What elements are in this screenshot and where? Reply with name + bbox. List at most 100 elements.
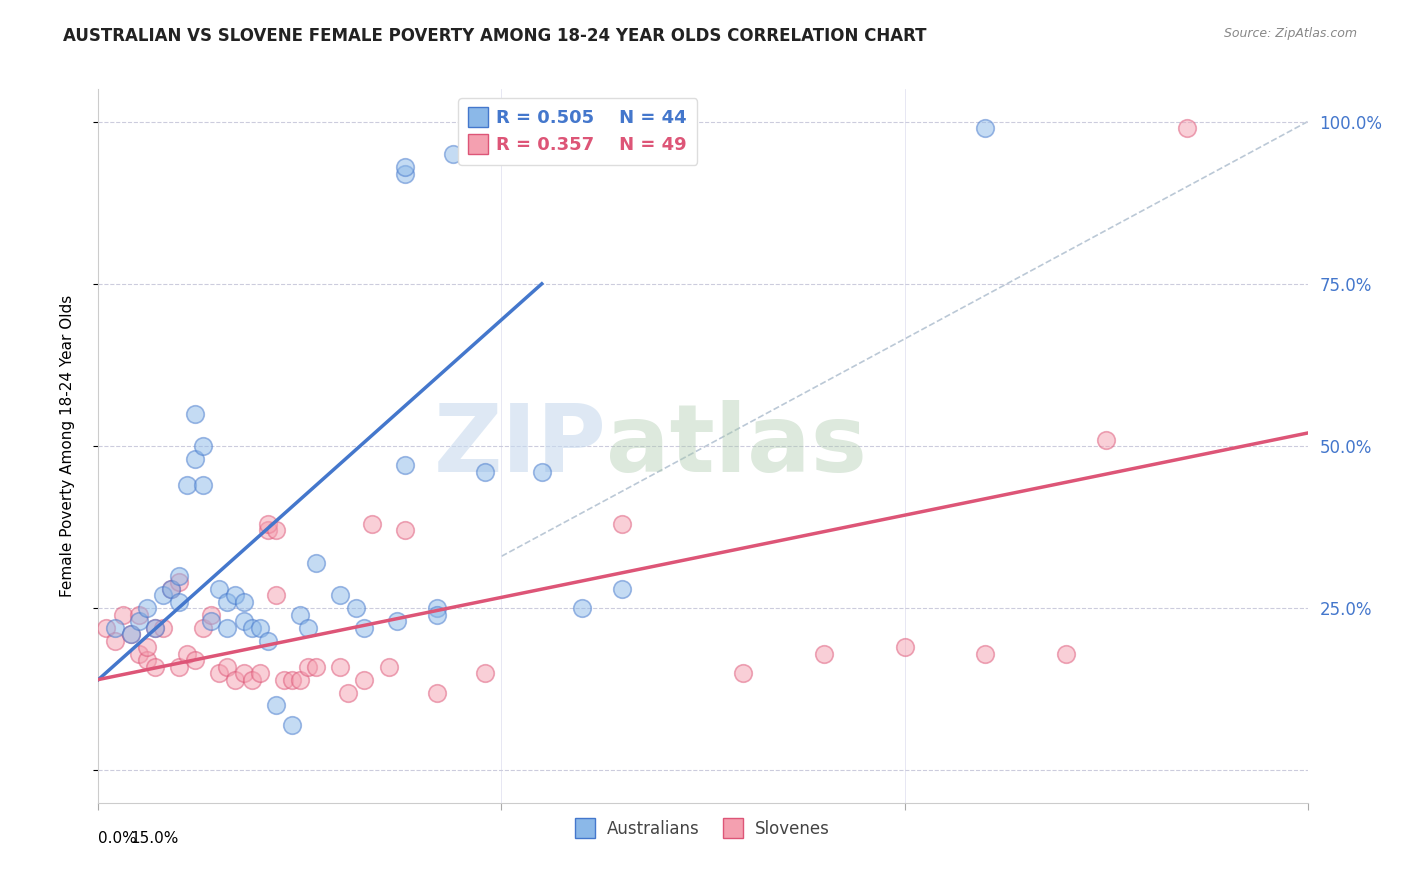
Point: [394, 524, 416, 538]
Point: [474, 465, 496, 479]
Point: [224, 673, 246, 687]
Point: [240, 621, 263, 635]
Point: [103, 633, 125, 648]
Point: [612, 582, 634, 596]
Point: [111, 607, 134, 622]
Point: [288, 607, 311, 622]
Point: [264, 698, 287, 713]
Text: atlas: atlas: [606, 400, 868, 492]
Point: [176, 647, 198, 661]
Point: [344, 601, 367, 615]
Point: [167, 595, 190, 609]
Point: [893, 640, 915, 654]
Text: 15.0%: 15.0%: [131, 831, 179, 847]
Point: [329, 588, 352, 602]
Text: AUSTRALIAN VS SLOVENE FEMALE POVERTY AMONG 18-24 YEAR OLDS CORRELATION CHART: AUSTRALIAN VS SLOVENE FEMALE POVERTY AMO…: [63, 27, 927, 45]
Point: [135, 653, 157, 667]
Point: [571, 601, 593, 615]
Point: [426, 685, 449, 699]
Point: [426, 601, 449, 615]
Point: [361, 516, 384, 531]
Text: Source: ZipAtlas.com: Source: ZipAtlas.com: [1223, 27, 1357, 40]
Point: [1054, 647, 1077, 661]
Point: [232, 595, 254, 609]
Point: [184, 407, 207, 421]
Point: [143, 659, 166, 673]
Point: [297, 621, 319, 635]
Point: [120, 627, 142, 641]
Point: [217, 621, 239, 635]
Point: [305, 659, 328, 673]
Point: [184, 452, 207, 467]
Point: [249, 621, 271, 635]
Point: [273, 673, 295, 687]
Point: [305, 556, 328, 570]
Point: [143, 621, 166, 635]
Point: [733, 666, 755, 681]
Point: [193, 478, 215, 492]
Point: [103, 621, 125, 635]
Point: [264, 524, 287, 538]
Point: [353, 673, 375, 687]
Point: [184, 653, 207, 667]
Point: [128, 614, 150, 628]
Point: [96, 621, 118, 635]
Point: [337, 685, 360, 699]
Point: [813, 647, 835, 661]
Point: [160, 582, 183, 596]
Point: [394, 458, 416, 473]
Y-axis label: Female Poverty Among 18-24 Year Olds: Female Poverty Among 18-24 Year Olds: [60, 295, 75, 597]
Point: [128, 647, 150, 661]
Point: [167, 568, 190, 582]
Point: [135, 601, 157, 615]
Point: [224, 588, 246, 602]
Point: [1095, 433, 1118, 447]
Point: [385, 614, 408, 628]
Point: [152, 588, 174, 602]
Point: [128, 607, 150, 622]
Point: [232, 614, 254, 628]
Point: [256, 516, 278, 531]
Point: [232, 666, 254, 681]
Point: [200, 614, 222, 628]
Point: [288, 673, 311, 687]
Point: [353, 621, 375, 635]
Point: [143, 621, 166, 635]
Point: [217, 659, 239, 673]
Legend: Australians, Slovenes: Australians, Slovenes: [569, 814, 837, 845]
Point: [256, 633, 278, 648]
Point: [193, 621, 215, 635]
Point: [426, 607, 449, 622]
Point: [208, 666, 231, 681]
Point: [200, 607, 222, 622]
Text: 0.0%: 0.0%: [98, 831, 138, 847]
Point: [394, 160, 416, 174]
Point: [249, 666, 271, 681]
Point: [974, 647, 997, 661]
Point: [394, 167, 416, 181]
Point: [176, 478, 198, 492]
Point: [281, 673, 304, 687]
Point: [152, 621, 174, 635]
Point: [530, 465, 553, 479]
Point: [974, 121, 997, 136]
Point: [297, 659, 319, 673]
Point: [329, 659, 352, 673]
Point: [612, 516, 634, 531]
Point: [256, 524, 278, 538]
Point: [240, 673, 263, 687]
Point: [208, 582, 231, 596]
Point: [377, 659, 399, 673]
Point: [441, 147, 464, 161]
Point: [193, 439, 215, 453]
Point: [167, 659, 190, 673]
Point: [217, 595, 239, 609]
Point: [167, 575, 190, 590]
Point: [264, 588, 287, 602]
Point: [120, 627, 142, 641]
Point: [135, 640, 157, 654]
Point: [1175, 121, 1198, 136]
Point: [160, 582, 183, 596]
Point: [474, 666, 496, 681]
Point: [281, 718, 304, 732]
